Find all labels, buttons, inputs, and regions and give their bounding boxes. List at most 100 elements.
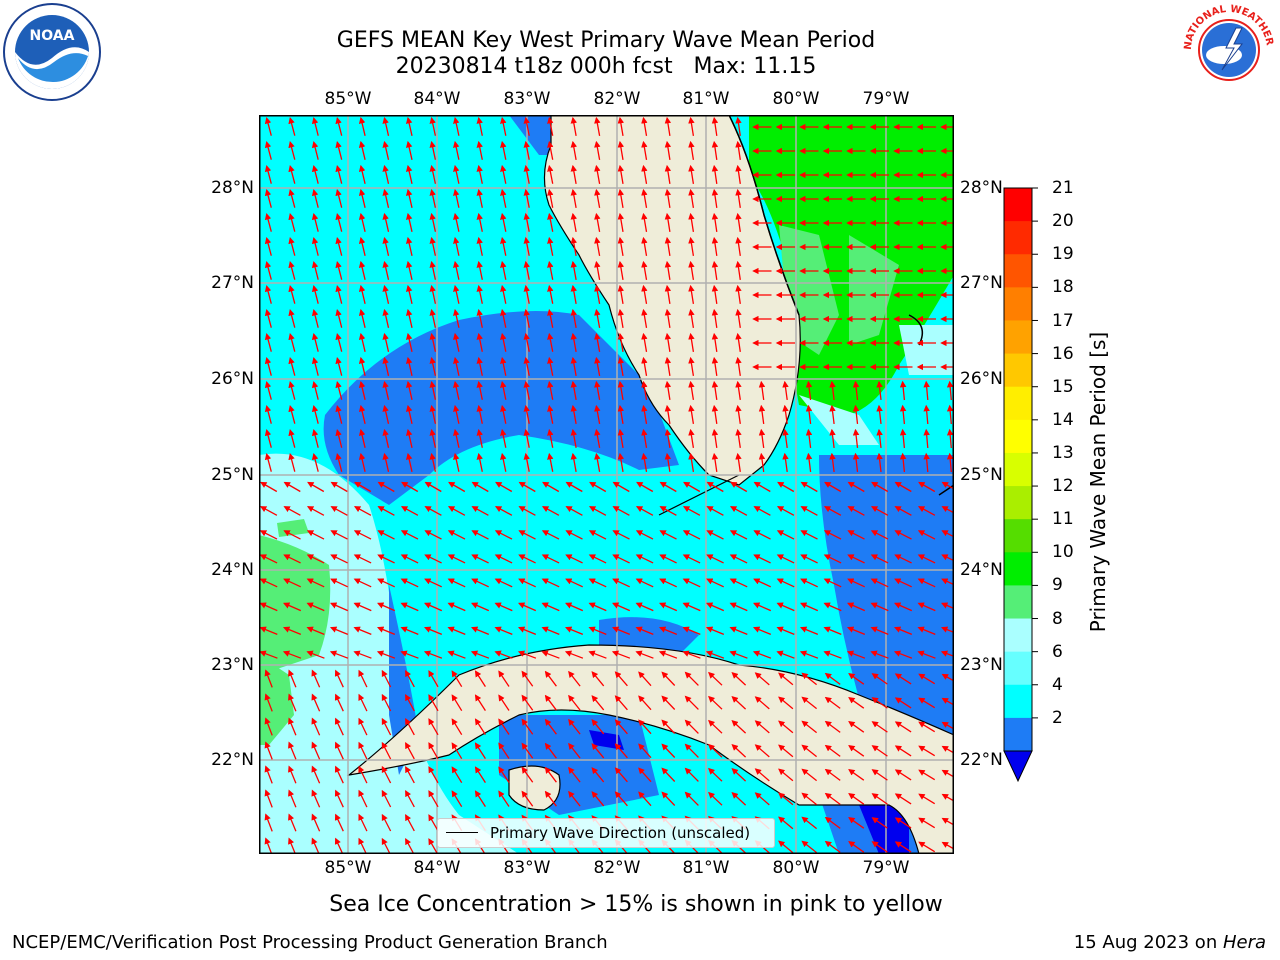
wave-direction-arrow bbox=[641, 212, 648, 233]
wave-direction-arrow bbox=[918, 841, 936, 853]
wave-direction-arrow bbox=[523, 452, 530, 472]
wave-direction-arrow bbox=[899, 404, 907, 425]
wave-direction-arrow bbox=[547, 452, 554, 472]
wave-direction-arrow bbox=[429, 212, 437, 232]
wave-direction-arrow bbox=[876, 404, 883, 424]
colorbar-tick-label: 8 bbox=[1052, 608, 1063, 629]
wave-direction-arrow bbox=[641, 116, 648, 137]
wave-direction-arrow bbox=[899, 428, 907, 449]
title-line-2: 20230814 t18z 000h fcst Max: 11.15 bbox=[395, 54, 817, 79]
wave-direction-arrow bbox=[335, 453, 343, 472]
wave-direction-arrow bbox=[847, 554, 865, 564]
wave-direction-arrow bbox=[594, 116, 601, 137]
wave-direction-arrow bbox=[474, 766, 486, 783]
wave-direction-arrow bbox=[641, 332, 648, 353]
wave-direction-arrow bbox=[711, 356, 719, 376]
wave-direction-arrow bbox=[453, 356, 460, 376]
wave-direction-arrow bbox=[731, 792, 747, 806]
wave-direction-arrow bbox=[358, 236, 366, 256]
wave-direction-arrow bbox=[428, 766, 439, 784]
colorbar-segment bbox=[1004, 717, 1032, 752]
wave-direction-arrow bbox=[688, 428, 695, 449]
wave-direction-arrow bbox=[330, 578, 348, 588]
wave-direction-arrow bbox=[688, 452, 695, 473]
wave-direction-arrow bbox=[498, 670, 510, 687]
wave-direction-arrow bbox=[544, 718, 557, 735]
wave-direction-arrow bbox=[800, 602, 819, 612]
wave-direction-arrow bbox=[500, 308, 507, 328]
wave-direction-arrow bbox=[688, 164, 695, 185]
wave-direction-arrow bbox=[335, 357, 343, 376]
wave-direction-arrow bbox=[684, 743, 699, 758]
wave-direction-arrow bbox=[335, 381, 343, 400]
wave-direction-arrow bbox=[664, 428, 672, 449]
wave-direction-arrow bbox=[264, 189, 272, 208]
wave-direction-arrow bbox=[894, 530, 912, 540]
lat-tick-left: 25°N bbox=[211, 465, 254, 485]
wave-direction-arrow bbox=[306, 650, 325, 659]
wave-direction-arrow bbox=[848, 673, 865, 685]
wave-direction-arrow bbox=[735, 284, 742, 304]
wave-direction-arrow bbox=[405, 789, 415, 808]
lat-tick-left: 24°N bbox=[211, 560, 254, 580]
wave-direction-arrow bbox=[311, 741, 321, 760]
wave-direction-arrow bbox=[447, 626, 466, 636]
wave-direction-arrow bbox=[288, 141, 296, 160]
wave-direction-arrow bbox=[428, 790, 439, 808]
wave-direction-arrow bbox=[474, 718, 486, 735]
wave-direction-arrow bbox=[688, 260, 695, 281]
wave-direction-arrow bbox=[800, 530, 818, 540]
wave-direction-arrow bbox=[453, 212, 460, 232]
wave-direction-arrow bbox=[635, 554, 654, 564]
wave-direction-arrow bbox=[381, 837, 391, 854]
wave-direction-arrow bbox=[661, 791, 676, 806]
wave-direction-arrow bbox=[711, 212, 719, 232]
wave-direction-arrow bbox=[711, 428, 719, 448]
colorbar-tick-label: 15 bbox=[1052, 376, 1074, 397]
wave-direction-arrow bbox=[591, 719, 605, 735]
wave-direction-arrow bbox=[288, 381, 296, 400]
wave-direction-arrow bbox=[521, 766, 534, 783]
wave-direction-arrow bbox=[453, 308, 460, 328]
colorbar-segment bbox=[1004, 287, 1032, 321]
wave-direction-arrow bbox=[453, 236, 460, 256]
wave-direction-arrow bbox=[264, 333, 272, 352]
wave-direction-arrow bbox=[894, 578, 912, 588]
lon-tick-top: 79°W bbox=[862, 89, 910, 109]
wave-direction-arrow bbox=[448, 481, 466, 493]
wave-direction-arrow bbox=[335, 189, 343, 208]
wave-direction-arrow bbox=[848, 793, 865, 805]
wave-direction-arrow bbox=[405, 404, 413, 424]
wave-direction-arrow bbox=[636, 481, 654, 493]
wave-direction-arrow bbox=[405, 356, 413, 376]
wave-direction-arrow bbox=[824, 720, 841, 733]
wave-direction-arrow bbox=[846, 626, 866, 636]
wave-direction-arrow bbox=[334, 669, 344, 688]
wave-direction-arrow bbox=[311, 213, 319, 232]
wave-direction-arrow bbox=[335, 165, 343, 184]
wave-direction-arrow bbox=[447, 650, 466, 659]
wave-direction-arrow bbox=[264, 813, 273, 832]
wave-direction-arrow bbox=[917, 530, 936, 540]
wave-direction-arrow bbox=[521, 718, 534, 735]
colorbar-segment bbox=[1004, 618, 1032, 653]
wave-direction-arrow bbox=[429, 188, 437, 208]
wave-direction-arrow bbox=[711, 260, 719, 280]
wave-direction-arrow bbox=[405, 308, 413, 328]
bahamas-island bbox=[938, 484, 954, 496]
wave-direction-arrow bbox=[917, 506, 936, 516]
wave-direction-arrow bbox=[871, 745, 888, 757]
wave-direction-arrow bbox=[805, 428, 813, 448]
colorbar-extend-arrow bbox=[1003, 750, 1033, 783]
wave-direction-arrow bbox=[353, 554, 372, 564]
wave-direction-arrow bbox=[731, 768, 747, 782]
wave-direction-arrow bbox=[711, 452, 719, 472]
wave-direction-arrow bbox=[311, 117, 319, 136]
wave-direction-arrow bbox=[729, 602, 748, 612]
wave-direction-arrow bbox=[894, 602, 913, 612]
wave-direction-arrow bbox=[424, 506, 442, 516]
colorbar-tick-label: 2 bbox=[1052, 707, 1063, 728]
wave-direction-arrow bbox=[451, 790, 463, 808]
wave-direction-arrow bbox=[753, 602, 772, 612]
wave-direction-arrow bbox=[829, 404, 836, 424]
